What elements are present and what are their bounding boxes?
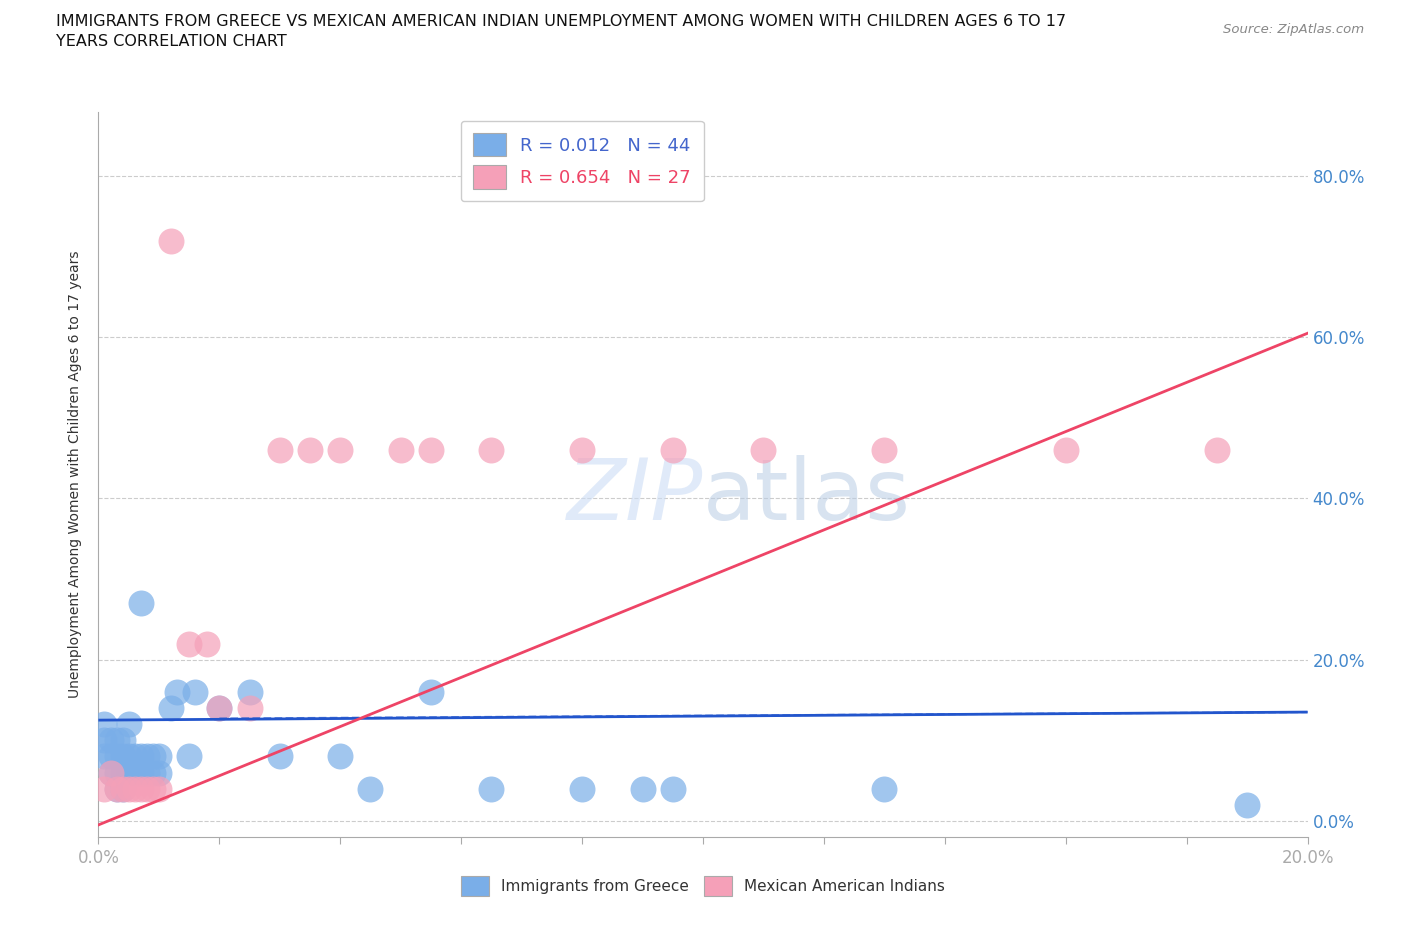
Point: [129, 596, 152, 611]
Point: [571, 781, 593, 796]
Point: [105, 781, 128, 796]
Y-axis label: Unemployment Among Women with Children Ages 6 to 17 years: Unemployment Among Women with Children A…: [69, 250, 83, 698]
Point: [661, 781, 683, 796]
Point: [111, 749, 134, 764]
Text: IMMIGRANTS FROM GREECE VS MEXICAN AMERICAN INDIAN UNEMPLOYMENT AMONG WOMEN WITH : IMMIGRANTS FROM GREECE VS MEXICAN AMERIC…: [56, 14, 1066, 48]
Point: [179, 749, 201, 764]
Point: [873, 781, 896, 796]
Point: [111, 765, 134, 780]
Point: [239, 684, 262, 699]
Point: [105, 765, 128, 780]
Point: [239, 700, 262, 715]
Point: [420, 443, 443, 458]
Point: [129, 749, 152, 764]
Point: [111, 781, 134, 796]
Point: [329, 443, 352, 458]
Point: [124, 781, 146, 796]
Text: atlas: atlas: [703, 455, 911, 538]
Point: [100, 749, 122, 764]
Point: [135, 749, 157, 764]
Point: [129, 765, 152, 780]
Point: [184, 684, 207, 699]
Text: ZIP: ZIP: [567, 455, 703, 538]
Point: [118, 781, 141, 796]
Point: [148, 765, 170, 780]
Point: [389, 443, 412, 458]
Point: [1206, 443, 1229, 458]
Point: [118, 749, 141, 764]
Point: [179, 636, 201, 651]
Point: [148, 749, 170, 764]
Point: [124, 765, 146, 780]
Point: [93, 717, 115, 732]
Point: [166, 684, 188, 699]
Point: [111, 781, 134, 796]
Point: [208, 700, 231, 715]
Point: [93, 749, 115, 764]
Point: [142, 781, 165, 796]
Point: [631, 781, 654, 796]
Point: [661, 443, 683, 458]
Point: [135, 765, 157, 780]
Legend: Immigrants from Greece, Mexican American Indians: Immigrants from Greece, Mexican American…: [456, 870, 950, 902]
Point: [100, 765, 122, 780]
Point: [160, 700, 183, 715]
Point: [105, 781, 128, 796]
Point: [360, 781, 382, 796]
Point: [160, 233, 183, 248]
Point: [873, 443, 896, 458]
Point: [124, 749, 146, 764]
Point: [118, 765, 141, 780]
Point: [148, 781, 170, 796]
Point: [269, 749, 291, 764]
Point: [329, 749, 352, 764]
Point: [195, 636, 218, 651]
Point: [118, 717, 141, 732]
Point: [269, 443, 291, 458]
Point: [100, 765, 122, 780]
Point: [481, 443, 503, 458]
Point: [142, 765, 165, 780]
Point: [111, 733, 134, 748]
Point: [481, 781, 503, 796]
Point: [93, 781, 115, 796]
Point: [571, 443, 593, 458]
Point: [752, 443, 775, 458]
Point: [105, 749, 128, 764]
Point: [135, 781, 157, 796]
Point: [1236, 797, 1258, 812]
Point: [129, 781, 152, 796]
Point: [299, 443, 322, 458]
Point: [208, 700, 231, 715]
Point: [1054, 443, 1077, 458]
Point: [105, 733, 128, 748]
Point: [420, 684, 443, 699]
Text: Source: ZipAtlas.com: Source: ZipAtlas.com: [1223, 23, 1364, 36]
Point: [142, 749, 165, 764]
Point: [100, 733, 122, 748]
Point: [93, 733, 115, 748]
